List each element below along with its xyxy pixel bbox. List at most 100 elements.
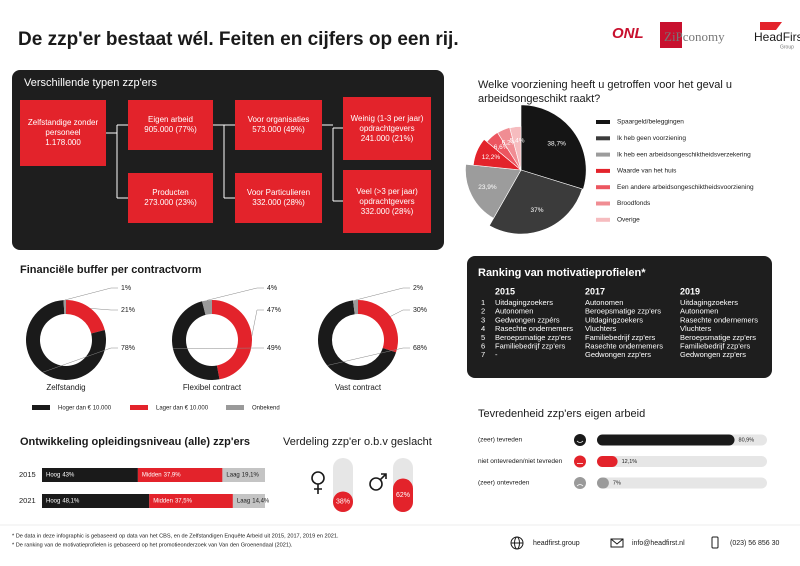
donut-caption: Vast contract <box>335 383 382 392</box>
donut-value-label: 78% <box>121 345 135 352</box>
logo-mark <box>660 22 682 48</box>
segment-value: 37,5% <box>175 499 193 505</box>
type-label: Zelfstandige zonder personeel <box>27 118 99 137</box>
legend-swatch <box>596 120 610 124</box>
segment-name: Laag <box>237 499 250 505</box>
donut-segment <box>318 300 397 380</box>
type-label: Weinig (1-3 per jaar) opdrachtgevers <box>350 113 424 133</box>
ranking-item: Autonomen <box>680 307 718 316</box>
bar-segment <box>42 468 138 482</box>
type-figure: 905.000 (77%) <box>144 125 197 134</box>
smiley-icon <box>574 455 586 468</box>
footer-email: info@headfirst.nl <box>632 540 685 547</box>
legend-label: Hoger dan € 10.000 <box>58 406 112 412</box>
donut-value-label: 47% <box>267 307 281 314</box>
pie-value-label: 12,2% <box>482 154 501 161</box>
leader-line <box>251 309 264 337</box>
gauge-fill <box>333 491 353 512</box>
pie-title: Welke voorziening heeft u getroffen voor… <box>478 79 732 105</box>
ranking-item: Rasechte ondernemers <box>585 341 663 350</box>
leader-line <box>64 287 118 301</box>
gender-title: Verdeling zzp'er o.b.v geslacht <box>283 436 432 448</box>
bar-track <box>597 477 767 489</box>
donut-value-label: 68% <box>413 345 427 352</box>
type-box: Producten 273.000 (23%) <box>128 173 213 223</box>
smiley-face <box>576 440 584 443</box>
segment-name: Hoog <box>46 473 60 479</box>
type-figure: 273.000 (23%) <box>144 198 197 207</box>
leader-line <box>42 347 118 373</box>
leader-line <box>90 308 118 311</box>
donut-title: Financiële buffer per contractvorm <box>20 264 202 276</box>
logo-shape <box>760 22 782 30</box>
types-title: Verschillende typen zzp'ers <box>24 77 157 89</box>
ranking-panel <box>467 256 772 378</box>
year-label: 2021 <box>19 496 36 505</box>
segment-value: 43% <box>62 473 75 479</box>
logo-onl: ONL <box>612 25 644 42</box>
type-figure: 241.000 (21%) <box>360 133 414 143</box>
ranking-item: Beroepsmatige zzp'ers <box>585 307 661 316</box>
footer-website: headfirst.group <box>533 540 580 547</box>
connectors <box>106 124 343 202</box>
leader-line <box>172 347 264 349</box>
donut-value-label: 49% <box>267 345 281 352</box>
segment-name: Laag <box>226 473 239 479</box>
legend-swatch <box>596 201 610 206</box>
pie-value-label: 38,7% <box>547 140 566 147</box>
bar-value-label: 7% <box>613 480 621 486</box>
types-panel <box>12 70 444 250</box>
leader-line <box>206 287 264 301</box>
segment-value: 19,1% <box>242 473 260 479</box>
legend-label: Broodfonds <box>617 200 651 207</box>
ranking-item: Autonomen <box>495 307 533 316</box>
leader-line <box>355 287 410 301</box>
legend-swatch <box>226 405 244 410</box>
type-figure: 332.000 (28%) <box>252 198 305 207</box>
bar-segment <box>232 494 265 508</box>
type-box: Veel (>3 per jaar) opdrachtgevers 332.000… <box>343 170 431 233</box>
smiley-face <box>576 484 584 487</box>
gauge-value-label: 62% <box>396 492 410 499</box>
donut-value-label: 2% <box>413 285 423 292</box>
pie-slice <box>488 169 583 235</box>
donut-segment <box>66 300 105 334</box>
bar-segment <box>42 494 150 508</box>
legend-label: Ik heb geen voorziening <box>617 135 686 142</box>
ranking-rank: 3 <box>481 315 485 324</box>
type-label: Voor organisaties <box>247 115 310 124</box>
donut-value-label: 1% <box>121 285 131 292</box>
ranking-item: Autonomen <box>585 298 623 307</box>
legend-swatch <box>596 217 610 222</box>
footer-note: * De ranking van de motivatieprofielen i… <box>12 542 293 548</box>
legend-swatch <box>596 185 610 190</box>
footer-phone: (023) 56 856 30 <box>730 540 780 547</box>
legend-label: Een andere arbeidsongeschiktheidsvoorzie… <box>617 184 754 191</box>
pie-value-label: 23,9% <box>478 184 497 191</box>
legend-swatch <box>596 168 610 173</box>
legend-label: Spaargeld/beleggingen <box>617 119 684 126</box>
type-label: Voor Particulieren <box>246 188 311 197</box>
type-box: Voor organisaties 573.000 (49%) <box>235 100 322 150</box>
pie-value-label: 37% <box>531 207 544 214</box>
donut-value-label: 21% <box>121 307 135 314</box>
pie-slice <box>472 139 522 171</box>
legend-label: Onbekend <box>252 406 280 412</box>
leader-line <box>390 309 410 317</box>
logo-headfirst: HeadFirst <box>754 30 800 44</box>
ranking-item: - <box>495 350 498 359</box>
ranking-item: Vluchters <box>680 324 712 333</box>
pie-value-label: 6,6% <box>494 144 509 151</box>
segment-name: Midden <box>142 473 162 479</box>
footer-note: * De data in deze infographic is gebasee… <box>12 533 339 539</box>
donut-segment <box>212 300 253 380</box>
bar-track <box>597 456 767 467</box>
donut-segment <box>358 300 399 353</box>
ranking-rank: 2 <box>481 307 485 316</box>
donut-segment <box>202 300 212 315</box>
type-label: Producten <box>152 188 189 197</box>
bar-value-label: 12,1% <box>622 459 638 465</box>
donut-value-label: 30% <box>413 307 427 314</box>
donut-segment <box>63 300 66 315</box>
leader-line <box>327 347 410 366</box>
